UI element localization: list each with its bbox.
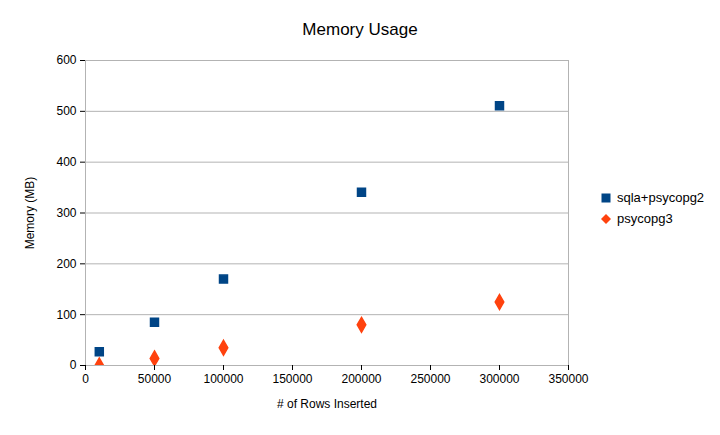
svg-text:600: 600 (56, 53, 76, 67)
svg-text:350000: 350000 (548, 372, 588, 386)
svg-text:100000: 100000 (203, 372, 243, 386)
html-text:sqla+psycopg2: sqla+psycopg2 (617, 190, 705, 205)
svg-text:50000: 50000 (138, 372, 172, 386)
svg-text:Memory (MB): Memory (MB) (23, 177, 37, 250)
svg-text:200000: 200000 (341, 372, 381, 386)
svg-text:0: 0 (82, 372, 89, 386)
svg-text:0: 0 (70, 358, 77, 372)
svg-text:300000: 300000 (479, 372, 519, 386)
svg-text:200: 200 (56, 257, 76, 271)
svg-text:100: 100 (56, 308, 76, 322)
svg-text:400: 400 (56, 155, 76, 169)
html-text:Memory Usage: Memory Usage (302, 20, 418, 39)
svg-text:150000: 150000 (272, 372, 312, 386)
svg-text:250000: 250000 (410, 372, 450, 386)
svg-text:# of Rows Inserted: # of Rows Inserted (277, 397, 377, 411)
html-text:psycopg3: psycopg3 (617, 211, 673, 226)
svg-text:300: 300 (56, 206, 76, 220)
svg-text:500: 500 (56, 104, 76, 118)
